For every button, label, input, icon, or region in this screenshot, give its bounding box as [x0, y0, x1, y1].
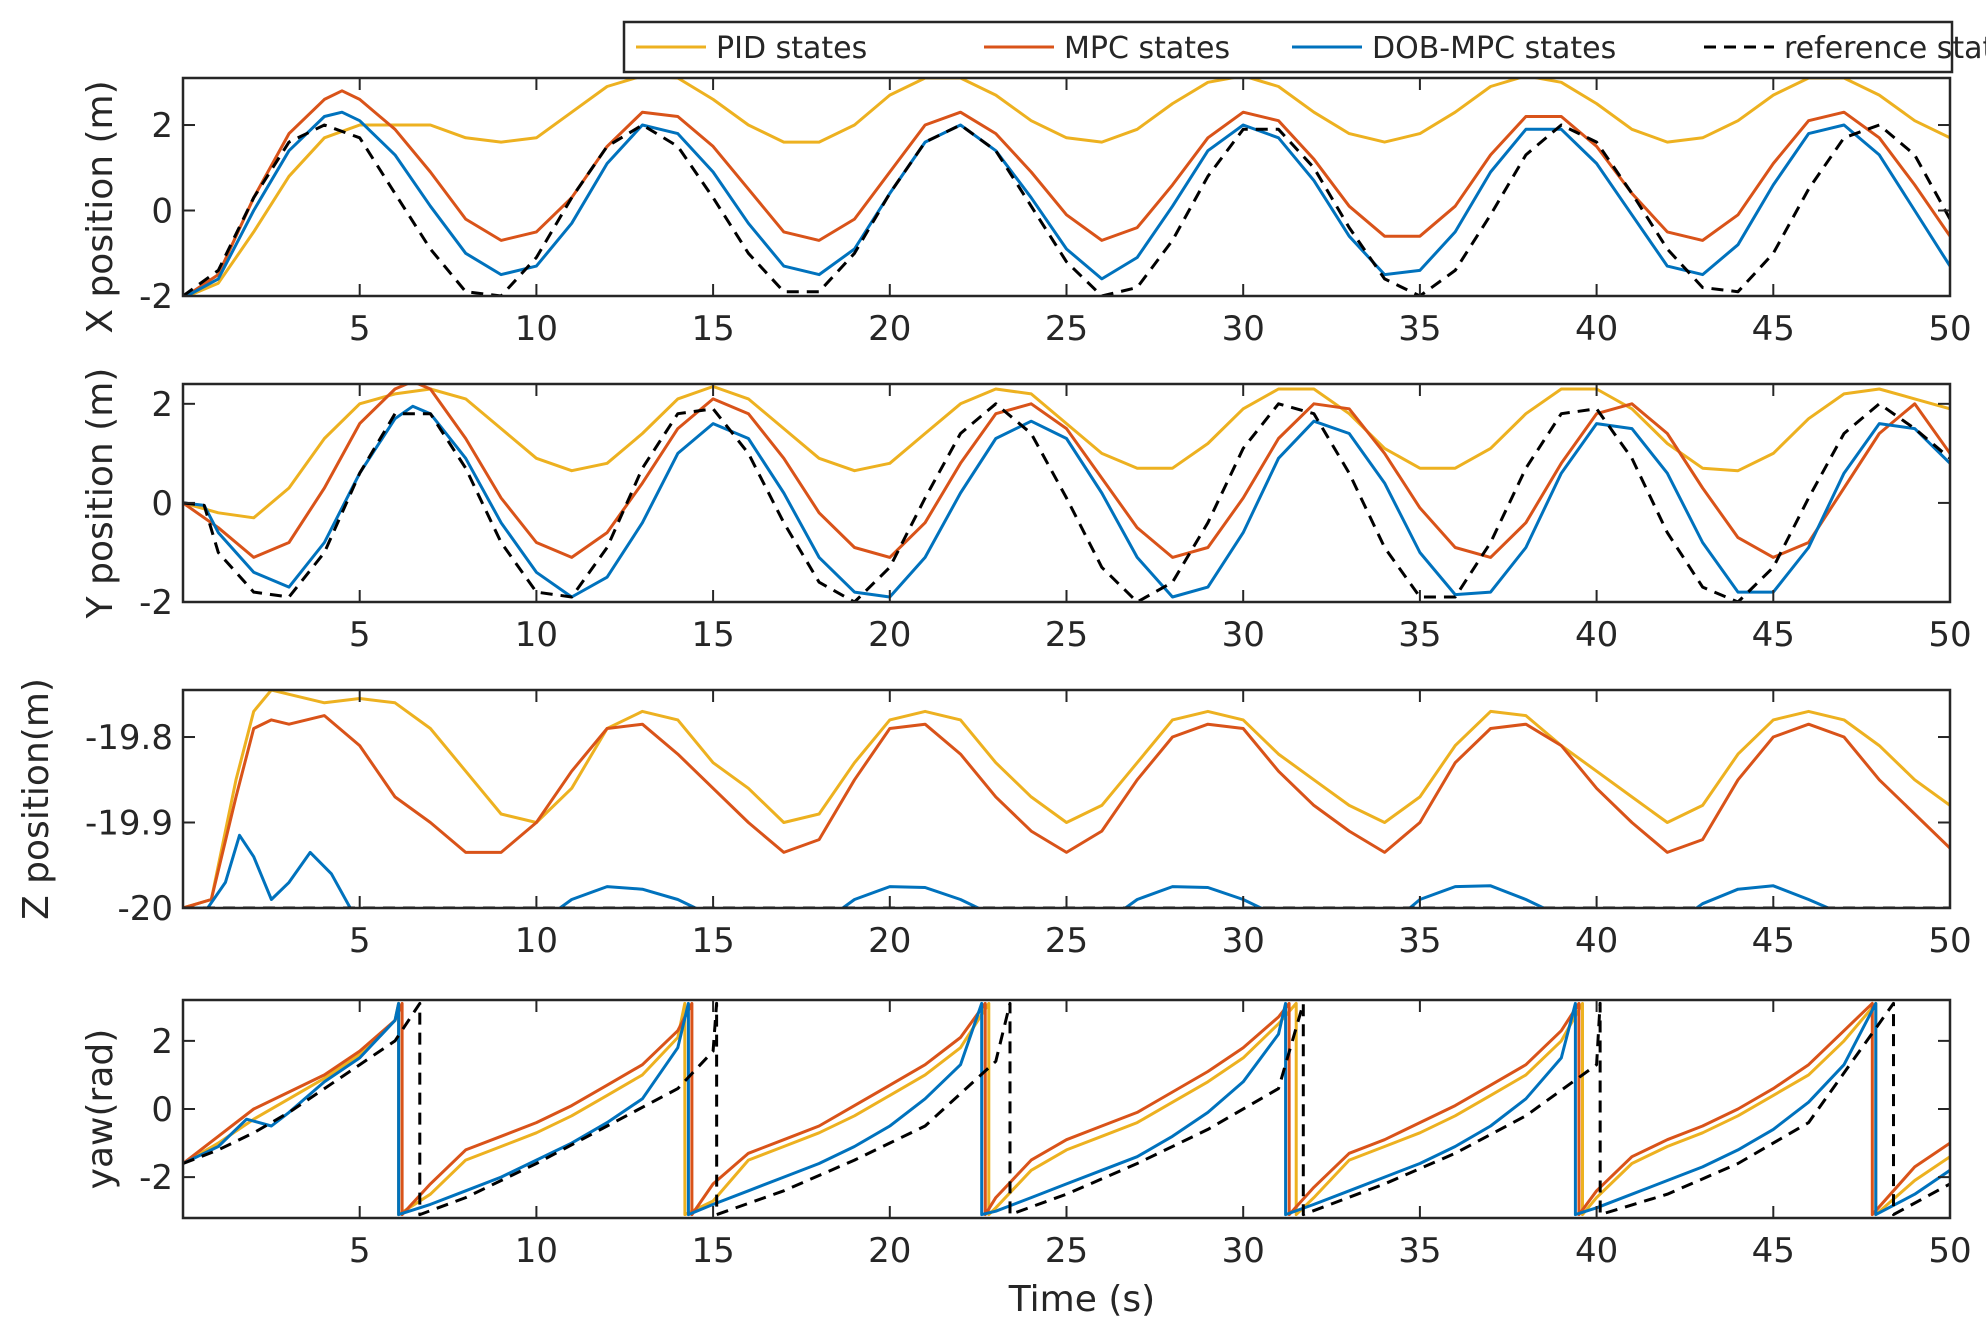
series-line-mpc-states	[183, 714, 1950, 908]
x-tick-label: 10	[515, 615, 558, 655]
x-tick-label: 15	[691, 1231, 734, 1271]
legend-label: DOB-MPC states	[1372, 31, 1616, 66]
x-tick-label: 50	[1928, 309, 1971, 349]
y-tick-label: 2	[151, 106, 173, 146]
y-tick-label: -19.9	[85, 804, 173, 844]
y-tick-label: -20	[117, 889, 173, 929]
x-tick-label: 35	[1398, 615, 1441, 655]
x-tick-label: 10	[515, 921, 558, 961]
x-tick-label: 50	[1928, 615, 1971, 655]
x-tick-label: 30	[1222, 921, 1265, 961]
legend-entry-pid-states: PID states	[636, 31, 867, 66]
y-tick-label: -2	[139, 1158, 173, 1198]
series-line-dob-mpc-states	[183, 404, 1950, 599]
x-tick-label: 50	[1928, 921, 1971, 961]
x-tick-label: 40	[1575, 309, 1618, 349]
x-tick-label: 45	[1752, 1231, 1795, 1271]
y-tick-label: -2	[139, 583, 173, 623]
series-line-mpc-states	[183, 384, 1950, 559]
y-tick-label: 2	[151, 1022, 173, 1062]
x-tick-label: 30	[1222, 309, 1265, 349]
y-tick-label: -2	[139, 277, 173, 317]
x-tick-label: 30	[1222, 615, 1265, 655]
x-tick-label: 25	[1045, 615, 1088, 655]
series-group	[183, 690, 1950, 908]
x-tick-label: 25	[1045, 309, 1088, 349]
x-tick-label: 25	[1045, 1231, 1088, 1271]
x-tick-label: 30	[1222, 1231, 1265, 1271]
x-tick-label: 50	[1928, 1231, 1971, 1271]
series-line-reference-states	[183, 123, 1950, 296]
x-tick-label: 5	[349, 1231, 371, 1271]
x-axis-label: Time (s)	[1008, 1279, 1155, 1320]
legend: PID states MPC states DOB-MPC states refere…	[622, 20, 1986, 74]
series-line-dob-mpc-states	[183, 1001, 1950, 1217]
x-tick-label: 5	[349, 921, 371, 961]
x-tick-label: 25	[1045, 921, 1088, 961]
series-line-mpc-states	[183, 89, 1950, 296]
y-tick-label: 0	[151, 484, 173, 524]
y-tick-label: 0	[151, 192, 173, 232]
y-axis-label-x: X position (m)	[80, 80, 121, 333]
x-tick-label: 15	[691, 309, 734, 349]
series-line-pid-states	[183, 690, 1950, 908]
series-line-pid-states	[184, 78, 1950, 296]
x-tick-label: 20	[868, 615, 911, 655]
x-tick-label: 35	[1398, 921, 1441, 961]
legend-label: PID states	[716, 31, 867, 66]
legend-label: reference states	[1784, 31, 1986, 66]
x-tick-label: 5	[349, 615, 371, 655]
x-tick-label: 10	[515, 1231, 558, 1271]
series-group	[183, 1001, 1950, 1217]
series-line-reference-states	[183, 402, 1950, 602]
x-tick-label: 35	[1398, 309, 1441, 349]
y-tick-label: -19.8	[85, 718, 173, 758]
x-tick-label: 40	[1575, 921, 1618, 961]
series-line-dob-mpc-states	[183, 110, 1950, 296]
series-line-pid-states	[183, 385, 1950, 520]
legend-entry-reference-states: reference states	[1704, 31, 1986, 66]
x-tick-label: 20	[868, 309, 911, 349]
x-tick-label: 15	[691, 615, 734, 655]
x-tick-label: 45	[1752, 921, 1795, 961]
panel-yaw: 5 10 15 20 25 30 35 40 45 50 -2 0 2 yaw(rad)	[80, 998, 1972, 1271]
x-tick-label: 45	[1752, 615, 1795, 655]
x-tick-label: 20	[868, 921, 911, 961]
series-line-mpc-states	[183, 1001, 1950, 1217]
y-tick-label: 0	[151, 1090, 173, 1130]
series-line-reference-states	[183, 1001, 1950, 1217]
y-tick-label: 2	[151, 385, 173, 425]
x-tick-label: 40	[1575, 1231, 1618, 1271]
x-tick-label: 45	[1752, 309, 1795, 349]
panel-y: 5 10 15 20 25 30 35 40 45 50 -2 0 2 Y position (m)	[80, 368, 1972, 655]
series-line-pid-states	[183, 1001, 1950, 1217]
x-tick-label: 5	[349, 309, 371, 349]
x-tick-label: 10	[515, 309, 558, 349]
x-tick-label: 20	[868, 1231, 911, 1271]
panel-z: 5 10 15 20 25 30 35 40 45 50 -20 -19.9 -19.8 Z positi…	[16, 678, 1972, 961]
y-axis-label-y: Y position (m)	[80, 368, 121, 620]
y-axis-label-yaw: yaw(rad)	[80, 1029, 121, 1190]
x-tick-label: 40	[1575, 615, 1618, 655]
legend-entry-mpc-states: MPC states	[984, 31, 1230, 66]
x-tick-label: 15	[691, 921, 734, 961]
legend-label: MPC states	[1064, 31, 1230, 66]
series-group	[183, 78, 1950, 296]
panel-x: 5 10 15 20 25 30 35 40 45 50 -2 0 2 X position (m)	[80, 76, 1972, 349]
series-group	[183, 384, 1950, 602]
x-tick-label: 35	[1398, 1231, 1441, 1271]
legend-entry-dob-mpc-states: DOB-MPC states	[1292, 31, 1616, 66]
y-axis-label-z: Z position(m)	[16, 678, 57, 920]
